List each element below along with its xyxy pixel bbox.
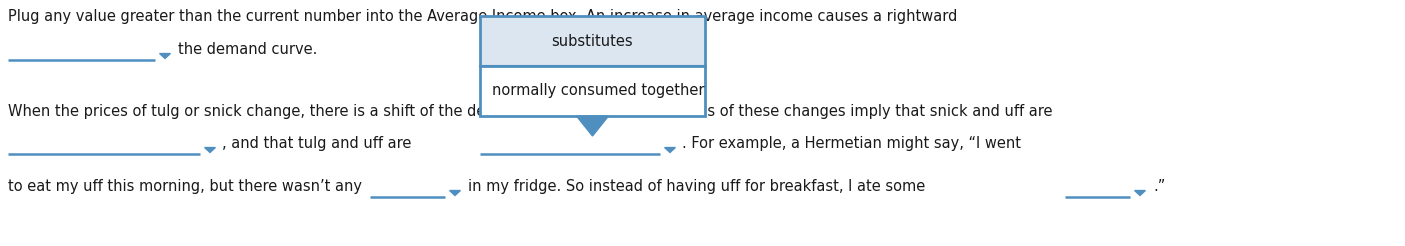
Polygon shape — [1135, 190, 1145, 196]
Polygon shape — [450, 190, 461, 196]
Text: substitutes: substitutes — [552, 33, 634, 48]
Text: ns of these changes imply that snick and uff are: ns of these changes imply that snick and… — [698, 104, 1052, 119]
Text: , and that tulg and uff are: , and that tulg and uff are — [222, 136, 412, 151]
Text: normally consumed together: normally consumed together — [492, 83, 704, 98]
Text: . For example, a Hermetian might say, “I went: . For example, a Hermetian might say, “I… — [681, 136, 1021, 151]
Polygon shape — [576, 116, 608, 136]
Text: Plug any value greater than the current number into the Average Income box. An i: Plug any value greater than the current … — [8, 9, 957, 24]
Text: in my fridge. So instead of having uff for breakfast, I ate some: in my fridge. So instead of having uff f… — [468, 179, 926, 194]
Polygon shape — [205, 148, 215, 153]
Polygon shape — [160, 54, 170, 59]
Bar — [481, 66, 705, 116]
Bar — [481, 16, 705, 66]
Text: the demand curve.: the demand curve. — [178, 42, 318, 57]
Text: When the prices of tulg or snick change, there is a shift of the de: When the prices of tulg or snick change,… — [8, 104, 485, 119]
Text: .”: .” — [1154, 179, 1165, 194]
Polygon shape — [665, 148, 676, 153]
Text: to eat my uff this morning, but there wasn’t any: to eat my uff this morning, but there wa… — [8, 179, 362, 194]
